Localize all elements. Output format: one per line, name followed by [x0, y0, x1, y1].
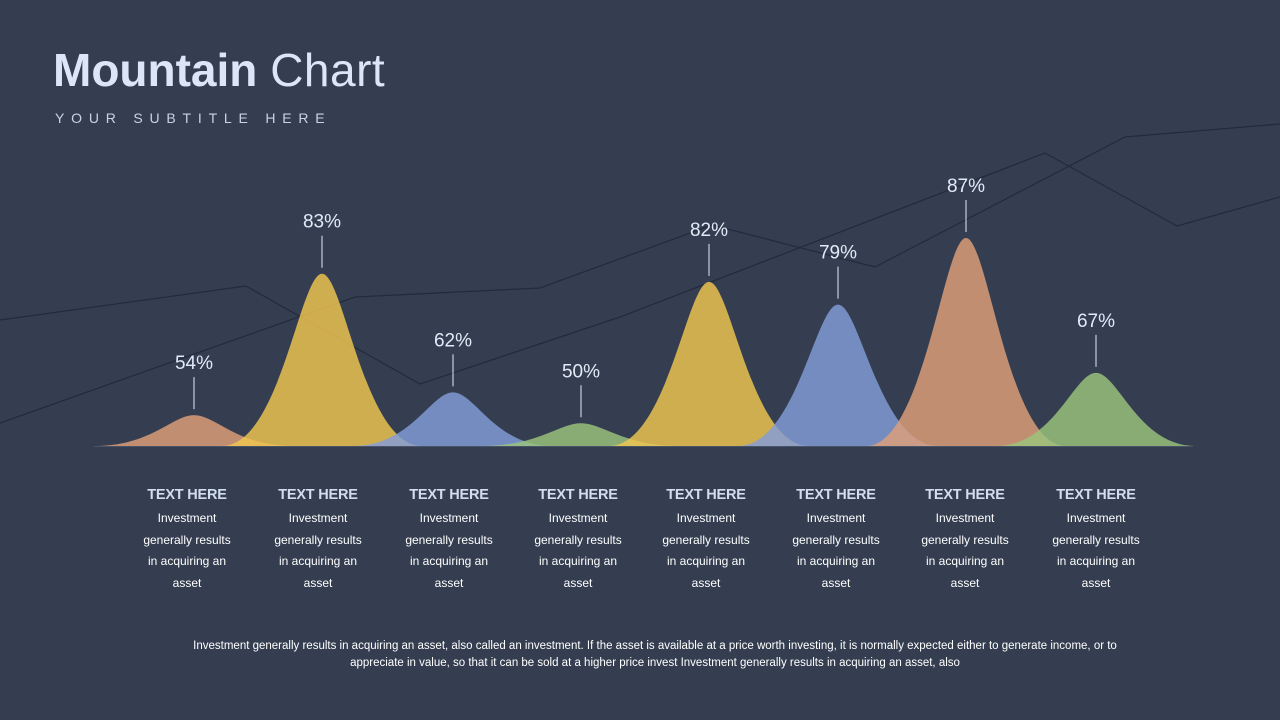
category-title: TEXT HERE: [409, 487, 489, 503]
page-subtitle: YOUR SUBTITLE HERE: [55, 110, 332, 126]
category-title: TEXT HERE: [538, 487, 618, 503]
category-column: TEXT HERE Investment generally results in…: [518, 484, 638, 594]
category-column: TEXT HERE Investment generally results in…: [258, 484, 378, 594]
mountain-peak: [609, 281, 809, 446]
peak-value-label: 82%: [690, 220, 728, 241]
peak-value-label: 83%: [303, 212, 341, 233]
category-title: TEXT HERE: [925, 487, 1005, 503]
category-column: TEXT HERE Investment generally results in…: [905, 484, 1025, 594]
category-description: Investment generally results in acquirin…: [1052, 511, 1140, 590]
category-description: Investment generally results in acquirin…: [143, 511, 231, 590]
decor-line-1: [0, 152, 1280, 385]
category-description: Investment generally results in acquirin…: [405, 511, 493, 590]
category-title: TEXT HERE: [1056, 487, 1136, 503]
title-bold: Mountain: [53, 44, 258, 96]
category-title: TEXT HERE: [796, 487, 876, 503]
category-title: TEXT HERE: [666, 487, 746, 503]
category-title: TEXT HERE: [278, 487, 358, 503]
footer-text: Investment generally results in acquirin…: [193, 640, 1117, 669]
category-description: Investment generally results in acquirin…: [662, 511, 750, 590]
mountain-chart: 54% 83% 62% 50% 82% 79% 87% 67%: [0, 123, 1280, 447]
category-description: Investment generally results in acquirin…: [534, 511, 622, 590]
category-column: TEXT HERE Investment generally results in…: [127, 484, 247, 594]
category-column: TEXT HERE Investment generally results in…: [646, 484, 766, 594]
category-column: TEXT HERE Investment generally results in…: [389, 484, 509, 594]
category-description: Investment generally results in acquirin…: [792, 511, 880, 590]
title-light: Chart: [270, 44, 386, 96]
peak-value-label: 62%: [434, 330, 472, 351]
decor-line-2: [0, 123, 1280, 424]
category-description: Investment generally results in acquirin…: [274, 511, 362, 590]
mountain-peak: [353, 392, 553, 446]
decorative-lines: [0, 123, 1280, 424]
peak-value-label: 87%: [947, 176, 985, 197]
peak-value-label: 50%: [562, 361, 600, 382]
mountain-peak: [222, 273, 422, 446]
peak-labels: 54% 83% 62% 50% 82% 79% 87% 67%: [175, 176, 1115, 418]
page-title: Mountain Chart: [53, 40, 385, 100]
peak-value-label: 67%: [1077, 311, 1115, 332]
category-column: TEXT HERE Investment generally results in…: [1036, 484, 1156, 594]
mountain-peak: [996, 372, 1196, 446]
mountain-peak: [738, 304, 938, 446]
peak-value-label: 79%: [819, 243, 857, 264]
category-description: Investment generally results in acquirin…: [921, 511, 1009, 590]
category-column: TEXT HERE Investment generally results in…: [776, 484, 896, 594]
category-title: TEXT HERE: [147, 487, 227, 503]
mountain-peaks: [94, 238, 1196, 446]
mountain-peak: [866, 238, 1066, 446]
peak-value-label: 54%: [175, 353, 213, 374]
